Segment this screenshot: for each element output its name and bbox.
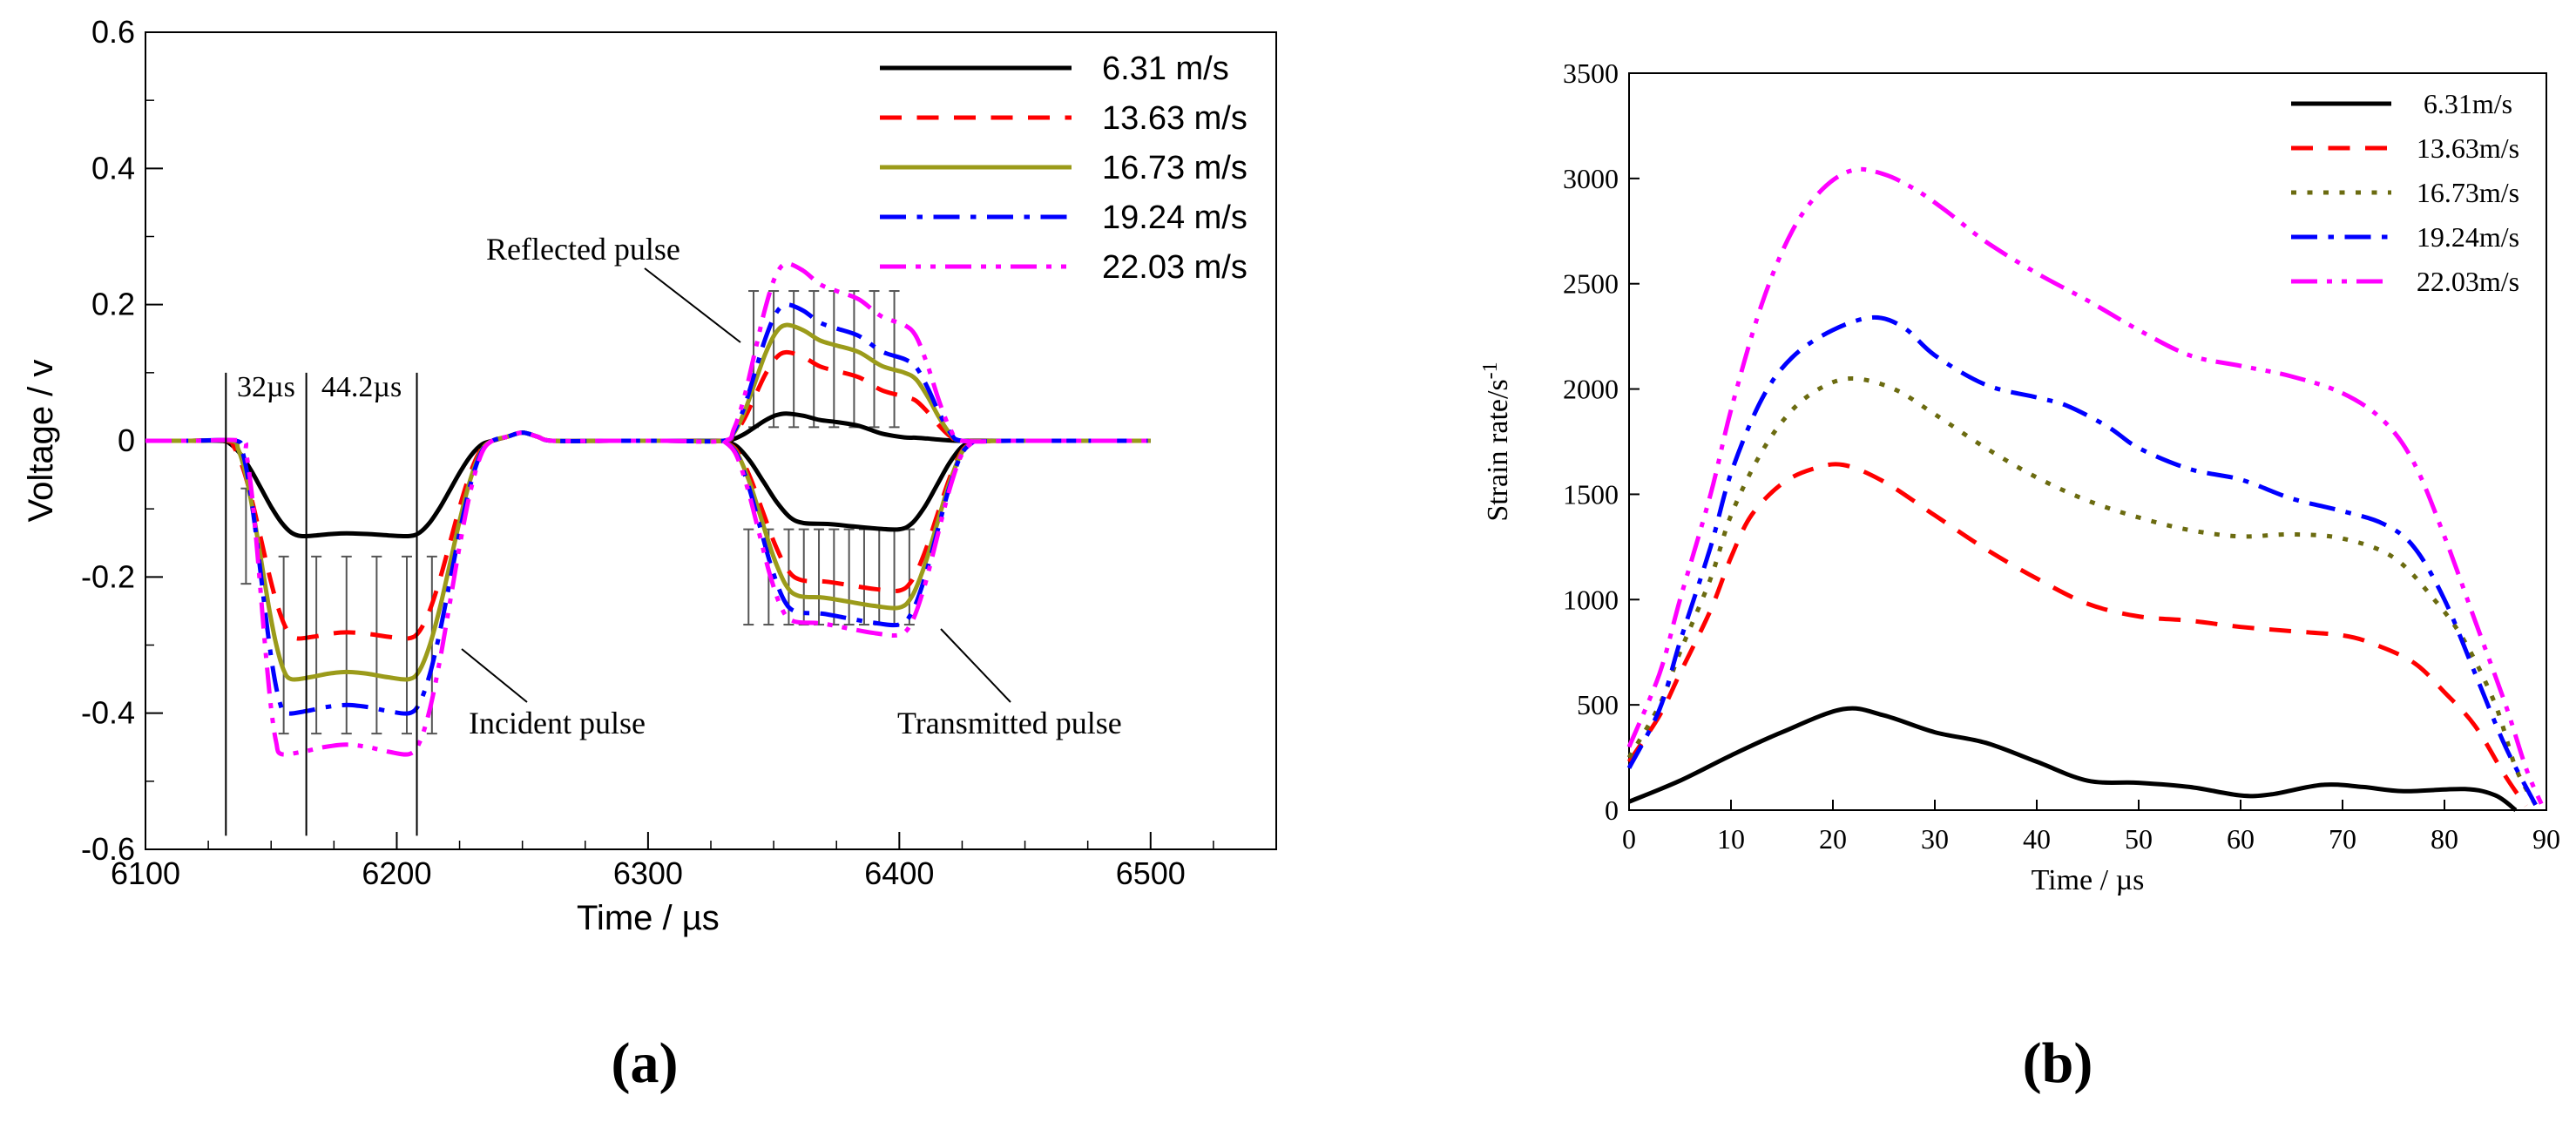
series-line-b-1924 [1626, 314, 2539, 808]
y-tick-label-a: -0.2 [81, 558, 135, 594]
x-tick-label-b: 70 [2329, 823, 2356, 855]
y-tick-label-b: 2000 [1563, 374, 1619, 405]
series-line-b-2203 [1626, 166, 2544, 805]
x-tick-label-b: 40 [2023, 823, 2051, 855]
y-tick-label-b: 3000 [1563, 163, 1619, 194]
x-tick-label-a: 6400 [864, 855, 934, 891]
y-tick-label-a: -0.4 [81, 695, 135, 731]
annotation-pointer-incident [461, 648, 528, 703]
y-tick-label-b: 500 [1577, 689, 1619, 720]
y-tick-label-b: 1000 [1563, 584, 1619, 615]
legend-label-a: 19.24 m/s [1102, 199, 1247, 236]
x-tick-label-b: 30 [1921, 823, 1949, 855]
annotation-transmitted-pulse: Transmitted pulse [897, 706, 1122, 740]
figure-label-b: (b) [2023, 1031, 2093, 1095]
annotation-32us: 32µs [237, 371, 295, 403]
y-axis-label-b: Strain rate/s-1 [1479, 362, 1514, 521]
x-tick-label-b: 60 [2227, 823, 2255, 855]
series-line-a-1924 [145, 302, 1151, 716]
chart-a-voltage: 6100 6200 6300 6400 6500 -0.6 -0.4 -0.2 0 0.2 0.4 0… [22, 14, 1277, 937]
plot-frame-b [1628, 72, 2547, 811]
annotation-pointer-reflected [644, 267, 741, 343]
series-line-a-2203 [145, 261, 1151, 757]
annotation-pointer-transmitted [940, 628, 1011, 703]
x-tick-label-b: 20 [1819, 823, 1847, 855]
x-tick-label-a: 6100 [111, 855, 180, 891]
y-tick-label-a: -0.6 [81, 831, 135, 867]
y-tick-label-a: 0.6 [91, 14, 135, 50]
x-tick-label-b: 90 [2532, 823, 2560, 855]
legend-label-b: 13.63m/s [2417, 132, 2519, 164]
annotation-44us: 44.2µs [321, 371, 402, 403]
x-tick-label-b: 50 [2125, 823, 2153, 855]
y-tick-label-b: 0 [1605, 794, 1619, 826]
legend-label-a: 16.73 m/s [1102, 150, 1247, 186]
series-line-a-1673 [145, 322, 1151, 682]
y-tick-label-b: 3500 [1563, 57, 1619, 89]
x-tick-label-a: 6200 [362, 855, 431, 891]
y-axis-label-a: Voltage / v [22, 360, 60, 523]
x-tick-label-a: 6500 [1116, 855, 1186, 891]
y-tick-label-a: 0.4 [91, 150, 135, 186]
legend-label-b: 16.73m/s [2417, 177, 2519, 208]
annotation-incident-pulse: Incident pulse [469, 706, 646, 740]
series-line-a-631 [145, 411, 1151, 539]
series-line-b-631 [1628, 706, 2518, 813]
chart-b-strain-rate: 0 10 20 30 40 50 60 70 80 90 0 500 1000 1500 2000 2500 3… [1479, 57, 2560, 896]
series-line-a-transmitted-2203 [721, 439, 977, 639]
legend-label-a: 13.63 m/s [1102, 100, 1247, 137]
y-tick-label-a: 0 [118, 422, 135, 458]
x-tick-label-b: 0 [1622, 823, 1636, 855]
x-axis-label-a: Time / µs [577, 899, 720, 937]
y-tick-label-a: 0.2 [91, 287, 135, 322]
y-tick-label-b: 1500 [1563, 478, 1619, 510]
x-tick-label-b: 10 [1717, 823, 1745, 855]
y-tick-label-b: 2500 [1563, 268, 1619, 300]
series-line-a-transmitted-631 [722, 438, 976, 532]
legend-label-a: 22.03 m/s [1102, 249, 1247, 286]
legend-label-b: 6.31m/s [2424, 88, 2512, 119]
legend-label-b: 22.03m/s [2417, 266, 2519, 297]
y-axis-label-superscript: -1 [1479, 362, 1502, 379]
x-tick-label-a: 6300 [613, 855, 683, 891]
x-axis-label-b: Time / µs [2032, 864, 2145, 896]
series-line-b-1363 [1626, 462, 2528, 808]
figure-label-a: (a) [612, 1031, 679, 1095]
series-line-a-1363 [145, 349, 1151, 641]
legend-label-b: 19.24m/s [2417, 221, 2519, 253]
x-tick-label-b: 80 [2431, 823, 2458, 855]
annotation-reflected-pulse: Reflected pulse [486, 232, 680, 267]
legend-label-a: 6.31 m/s [1102, 51, 1229, 87]
series-line-b-1673 [1626, 375, 2539, 808]
